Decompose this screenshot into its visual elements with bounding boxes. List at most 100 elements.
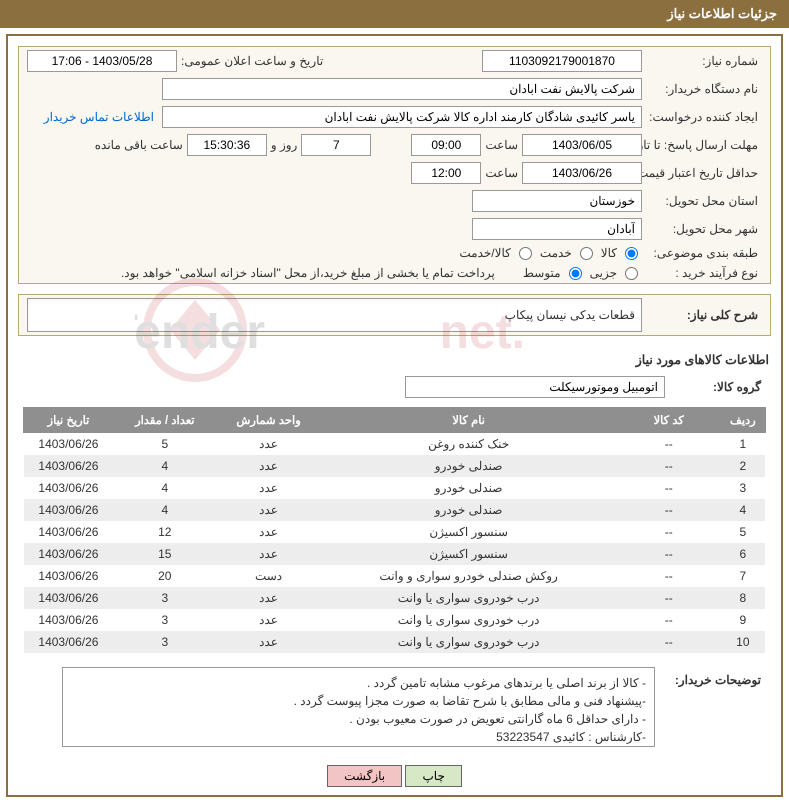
table-cell: صندلی خودرو: [320, 499, 616, 521]
requester-field[interactable]: [162, 106, 642, 128]
time-label-1: ساعت: [481, 138, 522, 152]
table-cell: 2: [721, 455, 765, 477]
table-header: تاریخ نیاز: [24, 408, 113, 433]
countdown-field[interactable]: [187, 134, 267, 156]
table-cell: درب خودروی سواری یا وانت: [320, 609, 616, 631]
table-cell: --: [617, 631, 721, 653]
need-no-field[interactable]: [482, 50, 642, 72]
table-cell: عدد: [217, 455, 321, 477]
table-cell: --: [617, 609, 721, 631]
table-cell: --: [617, 477, 721, 499]
table-cell: عدد: [217, 631, 321, 653]
cat-goods-service-radio[interactable]: [519, 247, 532, 260]
table-cell: عدد: [217, 499, 321, 521]
table-cell: 4: [113, 477, 217, 499]
table-cell: 4: [721, 499, 765, 521]
table-cell: 1403/06/26: [24, 565, 113, 587]
announce-field[interactable]: [27, 50, 177, 72]
page-header: جزئیات اطلاعات نیاز: [0, 0, 789, 28]
price-valid-label: حداقل تاریخ اعتبار قیمت: تا تاریخ:: [642, 166, 762, 180]
back-button[interactable]: بازگشت: [327, 765, 402, 787]
cat-service-radio[interactable]: [580, 247, 593, 260]
time-label-2: ساعت: [481, 166, 522, 180]
category-label: طبقه بندی موضوعی:: [642, 246, 762, 260]
table-cell: 5: [721, 521, 765, 543]
table-cell: سنسور اکسیژن: [320, 521, 616, 543]
table-cell: 3: [113, 587, 217, 609]
table-header: کد کالا: [617, 408, 721, 433]
table-cell: عدد: [217, 433, 321, 456]
table-cell: 4: [113, 455, 217, 477]
buyer-desc-label: توضیحات خریدار:: [655, 667, 765, 687]
page-title: جزئیات اطلاعات نیاز: [667, 6, 777, 21]
items-section-title: اطلاعات کالاهای مورد نیاز: [8, 346, 781, 373]
table-cell: --: [617, 499, 721, 521]
table-cell: 1403/06/26: [24, 433, 113, 456]
table-header: واحد شمارش: [217, 408, 321, 433]
table-cell: --: [617, 587, 721, 609]
table-cell: --: [617, 543, 721, 565]
table-header: نام کالا: [320, 408, 616, 433]
buyer-org-field[interactable]: [162, 78, 642, 100]
table-cell: 1403/06/26: [24, 499, 113, 521]
table-row: 7--روکش صندلی خودرو سواری و وانتدست20140…: [24, 565, 765, 587]
treasury-note: پرداخت تمام یا بخشی از مبلغ خرید،از محل …: [117, 266, 499, 280]
table-cell: دست: [217, 565, 321, 587]
table-cell: صندلی خودرو: [320, 477, 616, 499]
table-cell: 15: [113, 543, 217, 565]
table-cell: عدد: [217, 477, 321, 499]
summary-field[interactable]: قطعات یدکی نیسان پیکاپ: [27, 298, 642, 332]
table-cell: 10: [721, 631, 765, 653]
proc-medium-radio[interactable]: [569, 267, 582, 280]
province-field[interactable]: [472, 190, 642, 212]
table-row: 9--درب خودروی سواری یا وانتعدد31403/06/2…: [24, 609, 765, 631]
table-cell: درب خودروی سواری یا وانت: [320, 631, 616, 653]
days-field[interactable]: [301, 134, 371, 156]
table-cell: عدد: [217, 609, 321, 631]
reply-date-field[interactable]: [522, 134, 642, 156]
table-row: 3--صندلی خودروعدد41403/06/26: [24, 477, 765, 499]
table-cell: 5: [113, 433, 217, 456]
group-field[interactable]: [405, 376, 665, 398]
summary-panel: شرح کلی نیاز: قطعات یدکی نیسان پیکاپ: [18, 294, 771, 336]
table-cell: 12: [113, 521, 217, 543]
table-cell: 1403/06/26: [24, 543, 113, 565]
table-cell: 6: [721, 543, 765, 565]
footer-buttons: چاپ بازگشت: [8, 757, 781, 795]
table-cell: --: [617, 565, 721, 587]
group-label: گروه کالا:: [665, 380, 765, 394]
price-date-field[interactable]: [522, 162, 642, 184]
table-cell: 3: [113, 631, 217, 653]
announce-label: تاریخ و ساعت اعلان عمومی:: [177, 54, 327, 68]
summary-label: شرح کلی نیاز:: [642, 308, 762, 322]
table-row: 2--صندلی خودروعدد41403/06/26: [24, 455, 765, 477]
reply-deadline-label: مهلت ارسال پاسخ: تا تاریخ:: [642, 138, 762, 152]
outer-frame: AriaTender .net شماره نیاز: تاریخ و ساعت…: [6, 34, 783, 797]
table-cell: 3: [113, 609, 217, 631]
table-cell: 8: [721, 587, 765, 609]
proc-label: نوع فرآیند خرید :: [642, 266, 762, 280]
table-row: 4--صندلی خودروعدد41403/06/26: [24, 499, 765, 521]
table-row: 1--خنک کننده روغنعدد51403/06/26: [24, 433, 765, 456]
table-cell: خنک کننده روغن: [320, 433, 616, 456]
proc-partial-radio[interactable]: [625, 267, 638, 280]
print-button[interactable]: چاپ: [405, 765, 461, 787]
table-cell: 1403/06/26: [24, 631, 113, 653]
price-time-field[interactable]: [411, 162, 481, 184]
table-cell: سنسور اکسیژن: [320, 543, 616, 565]
table-cell: 9: [721, 609, 765, 631]
contact-link[interactable]: اطلاعات تماس خریدار: [44, 110, 154, 124]
table-cell: 1403/06/26: [24, 455, 113, 477]
proc-medium-label: متوسط: [519, 266, 565, 280]
table-row: 10--درب خودروی سواری یا وانتعدد31403/06/…: [24, 631, 765, 653]
table-row: 6--سنسور اکسیژنعدد151403/06/26: [24, 543, 765, 565]
table-header: تعداد / مقدار: [113, 408, 217, 433]
cat-service-label: خدمت: [536, 246, 576, 260]
buyer-desc-field[interactable]: [62, 667, 655, 747]
city-field[interactable]: [472, 218, 642, 240]
table-cell: --: [617, 521, 721, 543]
table-cell: روکش صندلی خودرو سواری و وانت: [320, 565, 616, 587]
reply-time-field[interactable]: [411, 134, 481, 156]
cat-goods-radio[interactable]: [625, 247, 638, 260]
table-cell: صندلی خودرو: [320, 455, 616, 477]
